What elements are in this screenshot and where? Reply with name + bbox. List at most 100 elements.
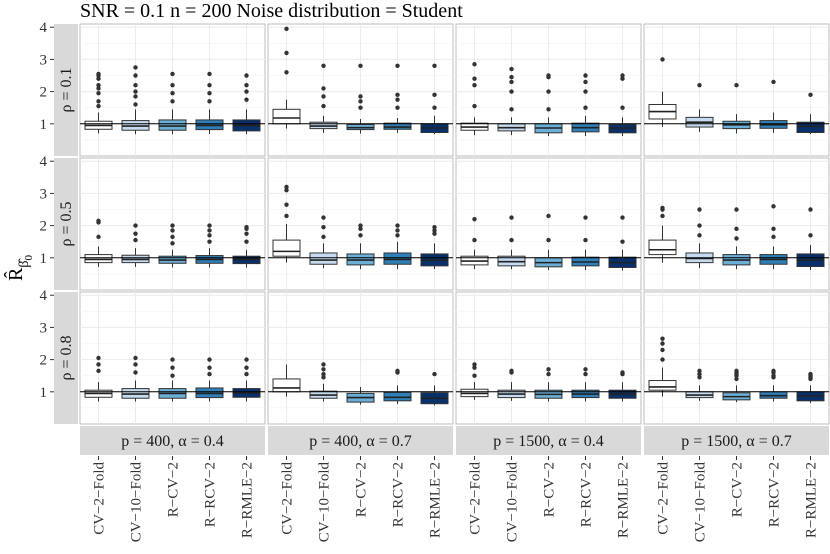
box-iqr	[272, 108, 301, 125]
outlier-point	[321, 225, 326, 230]
box-iqr	[796, 121, 825, 133]
y-axis-title-subsub: 0	[23, 255, 35, 261]
box-R−RCV−2	[195, 357, 224, 402]
x-tick-label: CV−2−Fold	[92, 462, 108, 535]
outlier-point	[660, 205, 665, 211]
outlier-point	[620, 105, 625, 110]
box-R−RMLE−2	[796, 207, 825, 271]
outlier-point	[583, 73, 588, 78]
box-CV−2−Fold	[460, 62, 489, 136]
outlier-point	[244, 371, 249, 377]
outlier-point	[808, 371, 813, 377]
y-tick-label: 1	[40, 385, 48, 401]
box-CV−2−Fold	[272, 184, 301, 263]
outlier-point	[244, 97, 249, 102]
outlier-point	[472, 76, 477, 81]
outlier-point	[244, 239, 249, 244]
x-tick-label: R−CV−2	[730, 462, 746, 517]
outlier-point	[321, 234, 326, 240]
outlier-point	[207, 357, 212, 362]
box-CV−10−Fold	[497, 215, 526, 270]
column-strip	[456, 426, 641, 455]
box-R−CV−2	[158, 71, 187, 135]
outlier-point	[509, 89, 514, 94]
box-CV−10−Fold	[309, 215, 338, 269]
panel	[455, 23, 642, 157]
outlier-point	[583, 89, 588, 94]
outlier-point	[170, 91, 175, 96]
outlier-point	[583, 215, 588, 220]
column-strip	[644, 426, 829, 455]
box-CV−10−Fold	[309, 362, 338, 402]
box-CV−2−Fold	[648, 57, 677, 128]
box-R−CV−2	[722, 207, 751, 270]
outlier-point	[395, 97, 400, 102]
x-tick-label: CV−10−Fold	[129, 462, 145, 543]
outlier-point	[207, 82, 212, 88]
outlier-point	[96, 91, 101, 96]
outlier-point	[432, 231, 437, 236]
y-tick-label: 2	[40, 219, 48, 235]
outlier-point	[244, 365, 249, 370]
outlier-point	[170, 234, 175, 240]
outlier-point	[321, 94, 326, 99]
row-strip-label: ρ = 0.1	[58, 67, 75, 112]
outlier-point	[96, 82, 101, 88]
outlier-point	[432, 228, 437, 233]
outlier-point	[546, 89, 551, 94]
outlier-point	[133, 355, 138, 361]
outlier-point	[660, 336, 665, 341]
y-tick-label: 3	[40, 320, 48, 336]
outlier-point	[133, 65, 138, 70]
outlier-point	[170, 71, 175, 77]
outlier-point	[660, 213, 665, 219]
outlier-point	[358, 99, 363, 104]
box-CV−10−Fold	[121, 65, 150, 135]
box-R−RCV−2	[383, 368, 412, 405]
outlier-point	[96, 234, 101, 240]
box-R−RCV−2	[571, 367, 600, 402]
outlier-point	[321, 362, 326, 367]
outlier-point	[472, 82, 477, 88]
outlier-point	[472, 362, 477, 367]
outlier-point	[207, 223, 212, 228]
outlier-point	[660, 57, 665, 62]
box-R−RMLE−2	[232, 73, 261, 135]
x-tick-label: CV−10−Fold	[693, 462, 709, 543]
outlier-point	[472, 365, 477, 370]
outlier-point	[133, 73, 138, 78]
box-CV−2−Fold	[84, 218, 113, 267]
outlier-point	[170, 241, 175, 246]
y-tick-label: 4	[40, 20, 48, 36]
x-tick-label: R−RMLE−2	[616, 462, 632, 538]
outlier-point	[170, 223, 175, 228]
outlier-point	[697, 368, 702, 374]
outlier-point	[284, 187, 289, 193]
outlier-point	[583, 105, 588, 110]
outlier-point	[321, 86, 326, 91]
y-axis-title-main: R̂	[3, 267, 27, 281]
x-tick-label: R−CV−2	[166, 462, 182, 517]
box-CV−10−Fold	[121, 355, 150, 402]
box-R−RMLE−2	[232, 225, 261, 268]
outlier-point	[546, 107, 551, 112]
box-CV−2−Fold	[460, 216, 489, 270]
outlier-point	[321, 367, 326, 372]
y-axis-title-sub: β̂	[17, 258, 32, 268]
x-tick-label: R−RMLE−2	[240, 462, 256, 538]
panel	[267, 291, 454, 425]
row-strip-label: ρ = 0.5	[58, 201, 75, 246]
outlier-point	[697, 82, 702, 88]
box-iqr	[158, 119, 187, 131]
y-tick-label: 2	[40, 85, 48, 101]
outlier-point	[472, 103, 477, 109]
box-CV−2−Fold	[460, 362, 489, 400]
box-CV−2−Fold	[84, 71, 113, 134]
y-tick-label: 2	[40, 353, 48, 369]
outlier-point	[771, 204, 776, 209]
panel	[267, 23, 454, 157]
box-iqr	[383, 122, 412, 130]
outlier-point	[509, 107, 514, 112]
outlier-point	[472, 216, 477, 222]
